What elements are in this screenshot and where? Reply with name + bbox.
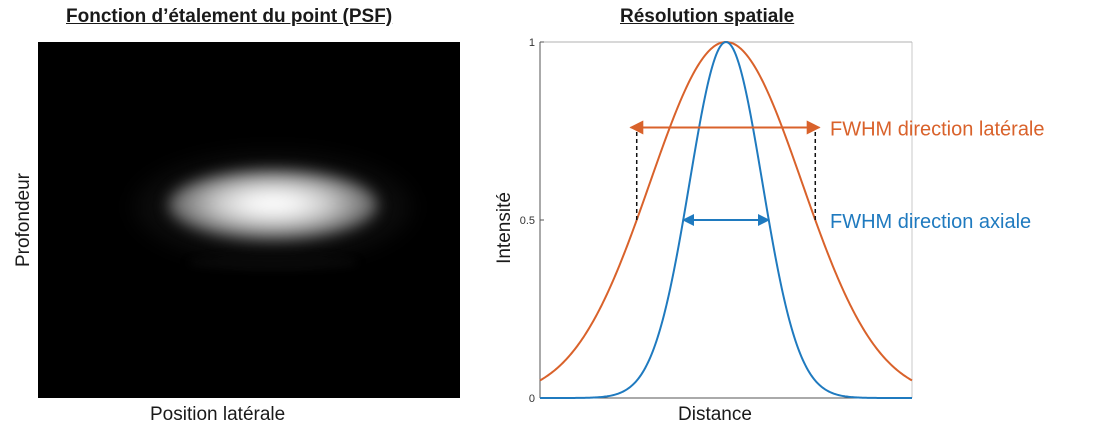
psf-title: Fonction d’étalement du point (PSF) (66, 6, 393, 27)
y-tick-label: 0 (529, 393, 535, 405)
psf-spot (168, 170, 378, 240)
y-tick-label: 0.5 (520, 215, 535, 227)
psf-image (38, 42, 460, 398)
series-line-axial (540, 40, 912, 399)
axial-fwhm-label: FWHM direction axiale (830, 211, 1031, 233)
psf-shadow (188, 256, 358, 270)
chart-title: Résolution spatiale (620, 6, 795, 27)
psf-x-axis-label: Position latérale (150, 404, 286, 425)
y-tick-label: 1 (529, 37, 535, 49)
chart-x-axis-label: Distance (678, 404, 752, 425)
lateral-fwhm-label: FWHM direction latérale (830, 118, 1045, 140)
